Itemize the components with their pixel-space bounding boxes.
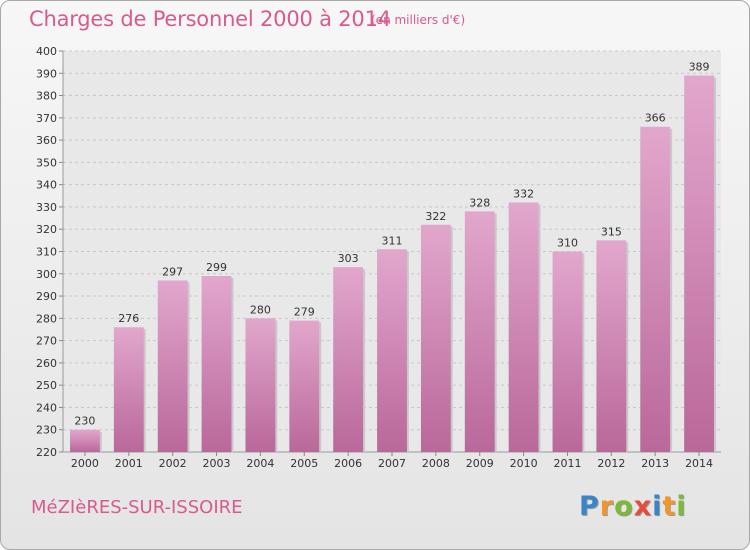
x-tick-label: 2006: [334, 457, 362, 470]
data-label: 299: [206, 261, 227, 274]
commune-name: MéZIèRES-SUR-ISSOIRE: [31, 497, 243, 518]
y-tick-label: 280: [36, 312, 57, 325]
x-tick-label: 2005: [290, 457, 318, 470]
logo-letter: i: [652, 491, 663, 522]
y-tick-label: 310: [36, 246, 57, 259]
bar: [377, 249, 407, 452]
y-tick-label: 400: [36, 45, 57, 58]
logo-letter: x: [633, 491, 653, 522]
y-tick-label: 220: [36, 446, 57, 459]
x-tick-label: 2011: [553, 457, 581, 470]
data-label: 279: [294, 306, 315, 319]
logo-letter: o: [614, 491, 634, 522]
y-tick-label: 230: [36, 424, 57, 437]
logo-letter: P: [579, 491, 600, 522]
y-tick-label: 320: [36, 223, 57, 236]
y-tick-label: 380: [36, 90, 57, 103]
x-tick-label: 2003: [203, 457, 231, 470]
bar: [684, 75, 714, 452]
bar: [640, 126, 671, 452]
data-label: 366: [645, 112, 666, 125]
bar: [420, 224, 451, 452]
x-tick-label: 2000: [71, 457, 99, 470]
y-tick-label: 240: [36, 401, 57, 414]
y-tick-label: 350: [36, 156, 57, 169]
x-tick-label: 2013: [641, 457, 669, 470]
bar: [245, 318, 276, 452]
bar: [70, 429, 100, 452]
logo-letter: t: [662, 491, 677, 522]
y-tick-label: 390: [36, 67, 57, 80]
data-label: 389: [689, 61, 710, 74]
x-tick-label: 2008: [422, 457, 450, 470]
bar: [333, 267, 364, 452]
proxiti-logo: Proxiti: [579, 491, 687, 522]
bar: [289, 320, 320, 452]
y-tick-label: 370: [36, 112, 57, 125]
bar: [113, 327, 144, 452]
x-tick-label: 2010: [510, 457, 538, 470]
y-tick-label: 260: [36, 357, 57, 370]
logo-letter: i: [676, 491, 687, 522]
logo-letter: r: [599, 491, 615, 522]
x-tick-label: 2009: [466, 457, 494, 470]
data-label: 230: [74, 415, 95, 428]
bar: [157, 280, 188, 452]
y-tick-label: 250: [36, 379, 57, 392]
bar: [596, 240, 627, 452]
data-label: 303: [338, 252, 359, 265]
x-tick-label: 2012: [597, 457, 625, 470]
data-label: 276: [118, 312, 139, 325]
bar: [464, 211, 495, 452]
y-tick-label: 290: [36, 290, 57, 303]
data-label: 315: [601, 225, 622, 238]
data-label: 297: [162, 265, 183, 278]
x-tick-label: 2002: [159, 457, 187, 470]
bar: [201, 276, 232, 452]
x-tick-label: 2007: [378, 457, 406, 470]
data-label: 280: [250, 303, 271, 316]
y-tick-label: 300: [36, 268, 57, 281]
bar: [552, 251, 583, 452]
data-label: 310: [557, 237, 578, 250]
bar: [508, 202, 539, 452]
y-tick-label: 270: [36, 335, 57, 348]
data-label: 328: [469, 196, 490, 209]
data-label: 311: [382, 234, 403, 247]
y-tick-label: 360: [36, 134, 57, 147]
data-label: 322: [425, 210, 446, 223]
y-tick-label: 330: [36, 201, 57, 214]
x-tick-label: 2014: [685, 457, 713, 470]
y-tick-label: 340: [36, 179, 57, 192]
chart-subtitle: (en milliers d'€): [371, 13, 466, 27]
x-tick-label: 2004: [246, 457, 274, 470]
x-tick-label: 2001: [115, 457, 143, 470]
chart-title: Charges de Personnel 2000 à 2014: [29, 7, 391, 31]
data-label: 332: [513, 187, 534, 200]
